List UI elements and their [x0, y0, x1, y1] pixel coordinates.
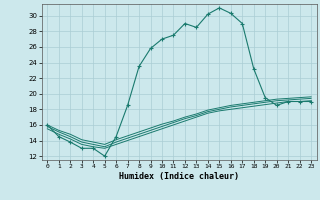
X-axis label: Humidex (Indice chaleur): Humidex (Indice chaleur)	[119, 172, 239, 181]
